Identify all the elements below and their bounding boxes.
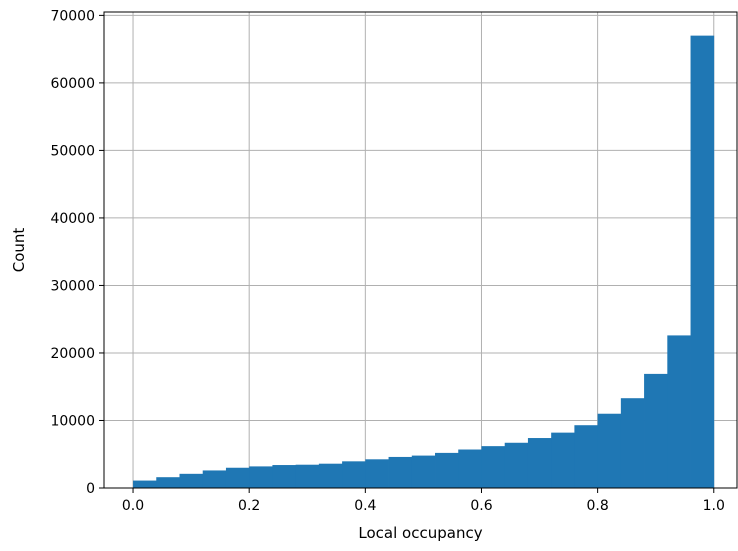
histogram-bar bbox=[481, 446, 506, 488]
histogram-bar bbox=[667, 335, 691, 488]
bars bbox=[133, 35, 715, 489]
histogram-bar bbox=[435, 452, 459, 488]
histogram-bar bbox=[574, 425, 599, 488]
x-axis-ticks: 0.0 0.2 0.4 0.6 0.8 1.0 bbox=[122, 488, 725, 514]
x-tick-label: 1.0 bbox=[703, 498, 725, 514]
histogram-bar bbox=[272, 465, 297, 488]
x-axis-label: Local occupancy bbox=[358, 524, 482, 542]
histogram-bar bbox=[527, 438, 552, 488]
y-axis-label: Count bbox=[10, 228, 28, 273]
histogram-bar bbox=[644, 373, 668, 488]
x-tick-label: 0.8 bbox=[586, 498, 608, 514]
x-tick-label: 0.4 bbox=[354, 498, 376, 514]
y-tick-label: 50000 bbox=[50, 143, 95, 159]
y-tick-label: 0 bbox=[86, 481, 95, 497]
histogram-bar bbox=[551, 432, 575, 488]
histogram-bar bbox=[202, 470, 227, 488]
y-tick-label: 30000 bbox=[50, 278, 95, 294]
x-tick-label: 0.0 bbox=[122, 498, 144, 514]
histogram-bar bbox=[318, 463, 343, 488]
histogram-bar bbox=[504, 442, 529, 488]
y-tick-label: 60000 bbox=[50, 76, 95, 92]
histogram-bar bbox=[295, 464, 320, 488]
histogram-bar bbox=[249, 466, 273, 488]
histogram-bar bbox=[388, 456, 413, 488]
histogram-bar bbox=[225, 467, 250, 488]
histogram-bar bbox=[620, 398, 645, 488]
y-tick-label: 20000 bbox=[50, 346, 95, 362]
histogram-bar bbox=[179, 473, 204, 488]
histogram-bar bbox=[365, 459, 389, 488]
y-axis-ticks: 0 10000 20000 30000 40000 50000 60000 70000 bbox=[50, 8, 104, 497]
plot-frame bbox=[103, 11, 738, 489]
histogram-bar bbox=[411, 455, 436, 488]
histogram-bar bbox=[690, 35, 715, 489]
y-tick-label: 70000 bbox=[50, 8, 95, 24]
x-tick-label: 0.6 bbox=[470, 498, 492, 514]
y-tick-label: 10000 bbox=[50, 413, 95, 429]
histogram-bar bbox=[597, 413, 622, 488]
histogram-bar bbox=[133, 480, 157, 488]
histogram-bar bbox=[342, 461, 366, 488]
y-tick-label: 40000 bbox=[50, 211, 95, 227]
histogram-bar bbox=[458, 449, 482, 488]
histogram-bar bbox=[156, 477, 180, 488]
x-tick-label: 0.2 bbox=[238, 498, 260, 514]
